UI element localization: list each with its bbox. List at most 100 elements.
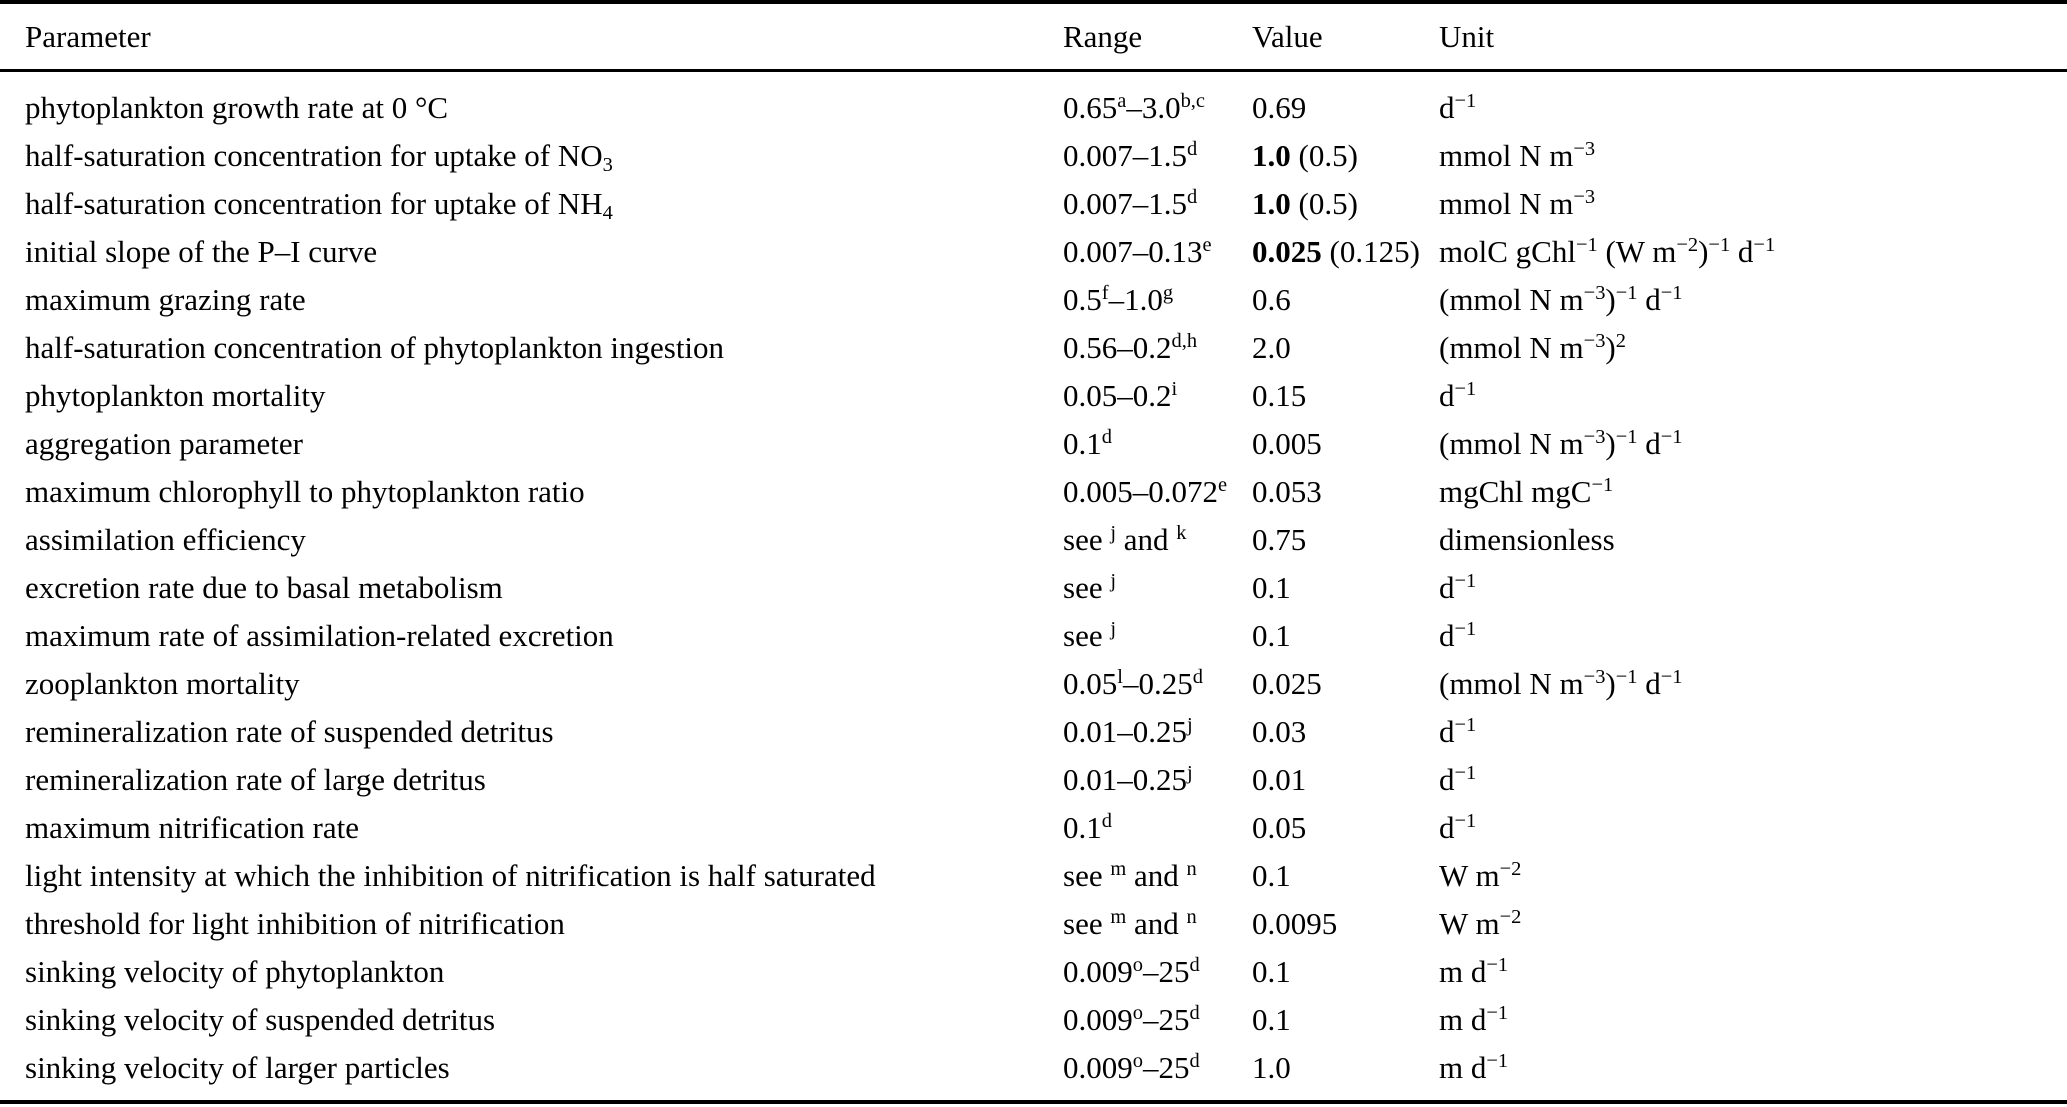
table-row: half-saturation concentration for uptake… (0, 132, 2067, 180)
col-header-range: Range (1063, 2, 1252, 73)
cell-unit: d−1 (1439, 89, 1477, 126)
cell-value: 0.025 (1252, 666, 1322, 702)
table-body: phytoplankton growth rate at 0 °C 0.65a–3… (0, 71, 2067, 1103)
col-header-parameter: Parameter (0, 2, 1063, 73)
cell-parameter: half-saturation concentration for uptake… (25, 138, 613, 176)
cell-range: see m and n (1063, 857, 1197, 894)
table-row: remineralization rate of large detritus 0… (0, 756, 2067, 804)
cell-parameter: sinking velocity of suspended detritus (25, 1002, 496, 1038)
cell-range: 0.007–1.5d (1063, 137, 1198, 174)
table-row: assimilation efficiency see j and k 0.75 di… (0, 516, 2067, 564)
table-row: phytoplankton growth rate at 0 °C 0.65a–3… (0, 71, 2067, 133)
cell-range: 0.1d (1063, 809, 1112, 846)
cell-value: 0.6 (1252, 282, 1291, 318)
table-row: maximum nitrification rate 0.1d 0.05 d−1 (0, 804, 2067, 852)
cell-value: 0.005 (1252, 426, 1322, 462)
cell-range: 0.007–0.13e (1063, 233, 1212, 270)
table-row: sinking velocity of phytoplankton 0.009o–… (0, 948, 2067, 996)
table-row: maximum chlorophyll to phytoplankton rat… (0, 468, 2067, 516)
cell-value: 0.05 (1252, 810, 1307, 846)
table-row: sinking velocity of larger particles 0.00… (0, 1044, 2067, 1102)
table-row: maximum rate of assimilation-related exc… (0, 612, 2067, 660)
cell-range: 0.009o–25d (1063, 953, 1200, 990)
table-row: threshold for light inhibition of nitrif… (0, 900, 2067, 948)
cell-range: 0.56–0.2d,h (1063, 329, 1198, 366)
cell-value: 0.1 (1252, 570, 1291, 606)
table-row: excretion rate due to basal metabolism se… (0, 564, 2067, 612)
cell-value: 0.1 (1252, 618, 1291, 654)
cell-range: see j and k (1063, 521, 1187, 558)
cell-parameter: phytoplankton growth rate at 0 °C (25, 90, 449, 126)
cell-parameter: maximum nitrification rate (25, 810, 360, 846)
cell-unit: m d−1 (1439, 1001, 1509, 1038)
table-row: aggregation parameter 0.1d 0.005 (mmol N m−… (0, 420, 2067, 468)
cell-range: 0.01–0.25j (1063, 761, 1193, 798)
cell-unit: molC gChl−1 (W m−2)−1 d−1 (1439, 233, 1776, 270)
cell-unit: (mmol N m−3)−1 d−1 (1439, 665, 1683, 702)
cell-range: 0.65a–3.0b,c (1063, 89, 1205, 126)
cell-value: 1.0 (0.5) (1252, 138, 1358, 174)
table-row: remineralization rate of suspended detri… (0, 708, 2067, 756)
cell-unit: W m−2 (1439, 905, 1522, 942)
cell-unit: m d−1 (1439, 953, 1509, 990)
cell-unit: d−1 (1439, 713, 1477, 750)
cell-parameter: excretion rate due to basal metabolism (25, 570, 503, 606)
cell-parameter: sinking velocity of phytoplankton (25, 954, 445, 990)
cell-unit: (mmol N m−3)2 (1439, 329, 1626, 366)
cell-unit: m d−1 (1439, 1049, 1509, 1086)
cell-unit: d−1 (1439, 617, 1477, 654)
cell-unit: (mmol N m−3)−1 d−1 (1439, 281, 1683, 318)
cell-parameter: threshold for light inhibition of nitrif… (25, 906, 565, 942)
cell-range: see j (1063, 569, 1117, 606)
cell-unit: d−1 (1439, 761, 1477, 798)
cell-unit: d−1 (1439, 569, 1477, 606)
cell-value: 1.0 (0.5) (1252, 186, 1358, 222)
cell-parameter: sinking velocity of larger particles (25, 1050, 450, 1086)
cell-parameter: remineralization rate of large detritus (25, 762, 486, 798)
cell-value: 0.03 (1252, 714, 1307, 750)
cell-parameter: phytoplankton mortality (25, 378, 326, 414)
cell-parameter: half-saturation concentration of phytopl… (25, 330, 725, 366)
cell-range: 0.007–1.5d (1063, 185, 1198, 222)
cell-range: 0.05l–0.25d (1063, 665, 1203, 702)
cell-value: 0.0095 (1252, 906, 1338, 942)
cell-unit: W m−2 (1439, 857, 1522, 894)
cell-parameter: light intensity at which the inhibition … (25, 858, 876, 894)
cell-parameter: initial slope of the P–I curve (25, 234, 378, 270)
cell-range: 0.01–0.25j (1063, 713, 1193, 750)
cell-range: 0.005–0.072e (1063, 473, 1228, 510)
cell-value: 0.69 (1252, 90, 1307, 126)
table-header: Parameter Range Value Unit (0, 2, 2067, 73)
cell-parameter: zooplankton mortality (25, 666, 300, 702)
cell-range: see m and n (1063, 905, 1197, 942)
cell-unit: d−1 (1439, 809, 1477, 846)
cell-parameter: assimilation efficiency (25, 522, 306, 558)
cell-value: 0.75 (1252, 522, 1307, 558)
table-row: initial slope of the P–I curve 0.007–0.13… (0, 228, 2067, 276)
cell-parameter: maximum grazing rate (25, 282, 306, 318)
table-row: half-saturation concentration for uptake… (0, 180, 2067, 228)
cell-unit: d−1 (1439, 377, 1477, 414)
table-row: half-saturation concentration of phytopl… (0, 324, 2067, 372)
cell-range: 0.5f–1.0g (1063, 281, 1174, 318)
cell-value: 0.1 (1252, 954, 1291, 990)
cell-parameter: aggregation parameter (25, 426, 303, 462)
cell-value: 0.1 (1252, 1002, 1291, 1038)
cell-value: 0.025 (0.125) (1252, 234, 1420, 270)
table-row: zooplankton mortality 0.05l–0.25d 0.025 (mm… (0, 660, 2067, 708)
cell-range: see j (1063, 617, 1117, 654)
cell-value: 0.053 (1252, 474, 1322, 510)
table-row: sinking velocity of suspended detritus 0.… (0, 996, 2067, 1044)
cell-range: 0.009o–25d (1063, 1049, 1200, 1086)
cell-unit: mmol N m−3 (1439, 137, 1596, 174)
cell-value: 0.15 (1252, 378, 1307, 414)
col-header-unit: Unit (1439, 2, 2067, 73)
table-row: maximum grazing rate 0.5f–1.0g 0.6 (mmol N … (0, 276, 2067, 324)
cell-range: 0.009o–25d (1063, 1001, 1200, 1038)
cell-unit: dimensionless (1439, 522, 1615, 558)
cell-value: 0.01 (1252, 762, 1307, 798)
cell-parameter: half-saturation concentration for uptake… (25, 186, 613, 224)
table-row: light intensity at which the inhibition … (0, 852, 2067, 900)
